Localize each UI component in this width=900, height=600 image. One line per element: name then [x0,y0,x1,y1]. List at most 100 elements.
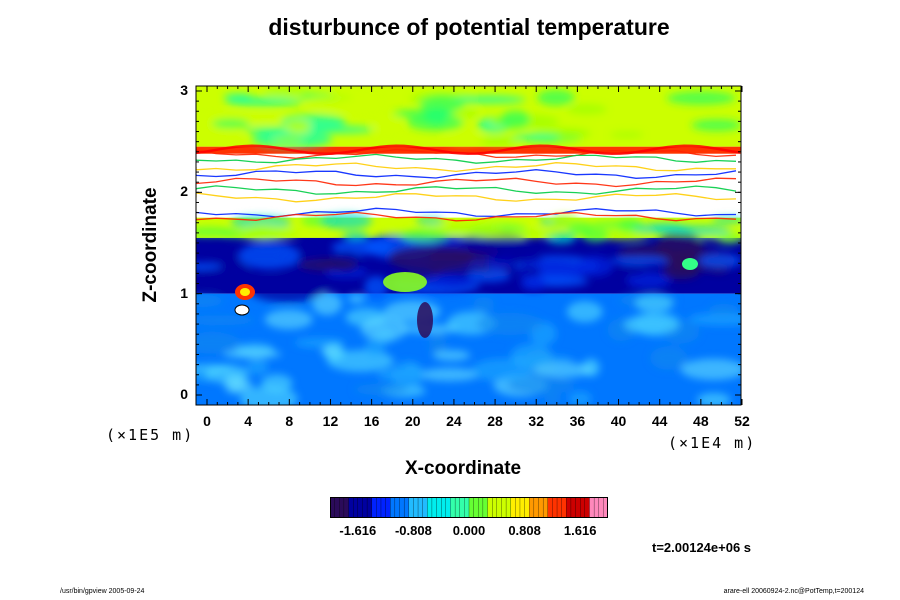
plume-right [682,258,698,270]
colorbar-tick-label: 0.000 [452,523,486,538]
x-tick-label: 4 [244,413,253,429]
colorbar-cell [362,497,368,518]
colorbar-cell [542,497,549,518]
colorbar-cell [478,497,484,518]
colorbar-cell [598,497,604,518]
y-tick-label: 0 [180,386,188,402]
colorbar-cell [487,497,493,518]
colorbar-cell [556,497,563,518]
field-band-1 [196,146,741,154]
colorbar-cell [566,497,572,518]
colorbar-cell [403,497,410,518]
colorbar-cell [570,497,577,518]
colorbar-cell [492,497,498,518]
colorbar-cell [413,497,419,518]
plot-frame [195,85,742,406]
colorbar-cell [441,497,447,518]
colorbar-cell [454,497,461,518]
y-scale-label: (×1E5 m) [106,426,195,444]
x-tick-label: 0 [203,413,211,429]
y-tick-label: 3 [180,82,188,98]
colorbar-cell [459,497,465,518]
x-tick-label: 28 [487,413,503,429]
x-tick-label: 12 [322,413,339,429]
colorbar-cell [376,497,382,518]
x-tick-label: 16 [363,413,380,429]
x-axis-label: X-coordinate [405,458,522,479]
colorbar-cell [510,497,516,518]
colorbar-cell [334,497,340,518]
x-tick-label: 40 [610,413,627,429]
chart-title: disturbunce of potential temperature [268,14,670,40]
y-axis-label: Z-coordinate [140,187,161,303]
colorbar-cell [408,497,414,518]
colorbar-cell [524,497,530,518]
colorbar-cell [445,497,452,518]
colorbar-cell [501,497,507,518]
colorbar-cell [431,497,438,518]
colorbar-cell [371,497,377,518]
colorbar-cell [357,497,363,518]
colorbar-cell [464,497,470,518]
colorbar-cell [399,497,405,518]
colorbar-cell [422,497,428,518]
colorbar-cell [482,497,489,518]
footer-left: /usr/bin/gpview 2005-09-24 [60,588,145,595]
colorbar-cell [593,497,600,518]
x-tick-label: 32 [528,413,544,429]
colorbar-tick-label: -0.808 [394,523,432,538]
colorbar-tick-label: 1.616 [563,523,597,538]
time-annotation: t=2.00124e+06 s [652,540,752,555]
colorbar-cell [390,497,396,518]
colorbar-cell [519,497,526,518]
colorbar-frame [330,497,608,518]
colorbar-cell [339,497,345,518]
colorbar-cell [580,497,586,518]
colorbar-cell [505,497,512,518]
colorbar-cell [417,497,424,518]
x-tick-label: 52 [734,413,750,429]
x-tick-label: 24 [446,413,462,429]
x-tick-label: 8 [285,413,294,429]
x-tick-label: 48 [693,413,709,429]
y-tick-label: 2 [180,183,188,200]
colorbar-cell [552,497,558,518]
x-tick-label: 44 [651,413,668,429]
plume-center-dark [417,302,433,338]
colorbar-tick-label: -1.616 [339,523,377,538]
colorbar-cell [589,497,595,518]
colorbar-tick-label: 0.808 [508,523,541,538]
colorbar-cell [496,497,502,518]
colorbar-cell [538,497,544,518]
field-texture [196,87,741,405]
colorbar-cell [473,497,479,518]
colorbar-cell [468,497,475,518]
colorbar-cell [343,497,350,518]
colorbar-cell [385,497,391,518]
colorbar-cell [561,497,567,518]
plume-left-white [234,304,250,316]
plume-center [383,272,427,292]
colorbar-cell [533,497,540,518]
colorbar-cell [394,497,401,518]
colorbar-cell [380,497,387,518]
y-tick-label: 1 [180,284,188,301]
colorbar-cell [427,497,433,518]
colorbar-cell [353,497,359,518]
footer-right: arare-ell 20060924-2.nc@PotTemp,t=200124 [723,588,864,595]
field-streaks [196,144,741,222]
colorbar-cell [603,497,608,518]
x-tick-label: 20 [404,413,421,429]
colorbar-cell [366,497,373,518]
x-scale-label: (×1E4 m) [668,434,757,452]
field [196,86,741,405]
colorbar-cell [348,497,354,518]
colorbar-cell [529,497,535,518]
colorbar-cell [547,497,553,518]
plume-left-core [240,288,250,296]
colorbar-cell [584,497,591,518]
colorbar-cell [575,497,581,518]
colorbar [330,497,608,518]
